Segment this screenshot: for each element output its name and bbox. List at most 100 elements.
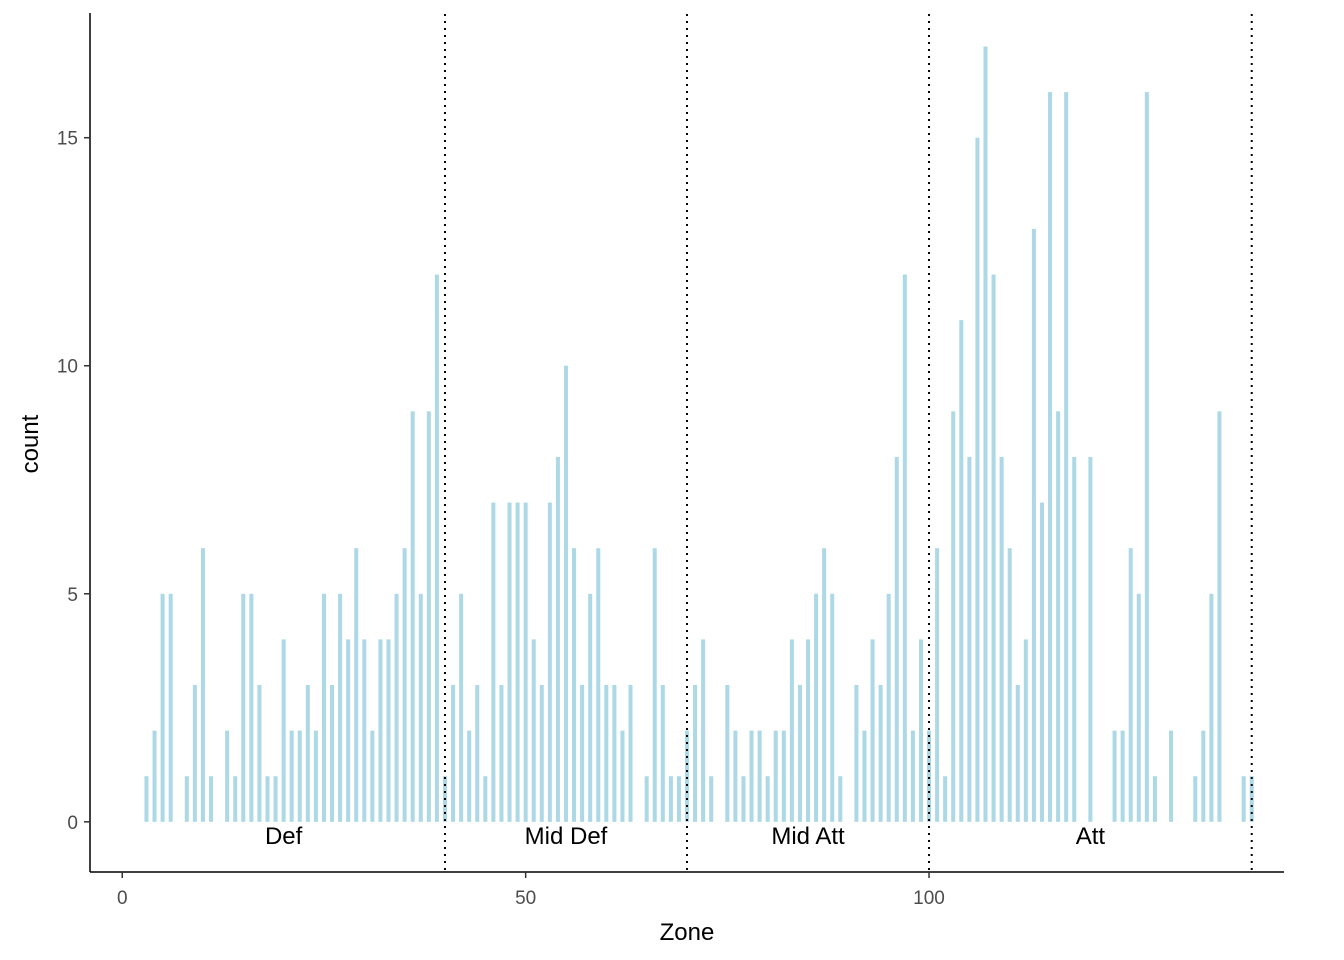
bar: [499, 685, 504, 822]
bar: [321, 593, 326, 822]
bar: [1048, 92, 1053, 822]
bar: [684, 730, 690, 822]
bar: [1007, 548, 1012, 822]
bar: [257, 685, 262, 822]
bar: [951, 411, 956, 822]
bar: [1120, 730, 1125, 822]
bar: [999, 456, 1004, 822]
bar: [539, 685, 544, 822]
bar: [313, 730, 318, 822]
bar: [838, 776, 843, 822]
bar: [459, 593, 464, 822]
bar: [1144, 92, 1149, 822]
bar: [1064, 92, 1069, 822]
bar: [200, 548, 205, 822]
bar: [741, 776, 746, 822]
x-tick-label: 50: [515, 888, 536, 909]
bar: [1015, 685, 1020, 822]
bar: [1193, 776, 1198, 822]
bar: [773, 730, 778, 822]
bar: [814, 593, 819, 822]
bar: [910, 730, 915, 822]
bar: [152, 730, 157, 822]
x-tick-label: 100: [913, 888, 945, 909]
bar: [1072, 456, 1077, 822]
bar: [515, 502, 520, 822]
bar: [208, 776, 214, 822]
zone-label: Mid Def: [525, 823, 608, 850]
bar: [1088, 456, 1093, 822]
bar: [870, 639, 875, 822]
bar: [475, 685, 480, 822]
bar: [281, 639, 286, 822]
bar: [765, 776, 770, 822]
bar: [983, 46, 988, 822]
bar: [547, 502, 552, 822]
bar: [386, 639, 391, 822]
bar: [1023, 639, 1028, 822]
bar: [491, 502, 496, 822]
bar: [854, 685, 859, 822]
bar: [781, 730, 786, 822]
bar: [749, 730, 754, 822]
bar: [273, 776, 278, 822]
bar: [563, 365, 569, 822]
bar: [902, 274, 907, 822]
bar: [572, 548, 577, 822]
y-axis-title: count: [17, 414, 44, 473]
bar: [1112, 730, 1117, 822]
bar: [943, 776, 948, 822]
bar: [378, 639, 383, 822]
bar: [918, 639, 923, 822]
y-tick-label: 15: [57, 129, 78, 150]
bar: [1217, 411, 1222, 822]
bar: [620, 730, 625, 822]
bar: [797, 685, 802, 822]
bar: [604, 685, 609, 822]
bar: [668, 776, 673, 822]
bar: [757, 730, 762, 822]
bar: [354, 548, 359, 822]
bar: [701, 639, 706, 822]
bar: [426, 411, 431, 822]
bar: [822, 548, 827, 822]
bar: [805, 639, 811, 822]
bar: [588, 593, 593, 822]
y-axis-ticks: 0 5 10 15: [57, 129, 90, 834]
bar: [935, 548, 940, 822]
bar: [265, 776, 270, 822]
x-axis-title: Zone: [660, 919, 715, 946]
bar: [241, 593, 246, 822]
bar: [289, 730, 294, 822]
bar: [1128, 548, 1133, 822]
bar: [975, 137, 980, 822]
bar: [192, 685, 197, 822]
bar: [305, 685, 310, 822]
bar: [927, 730, 932, 822]
bar: [886, 593, 891, 822]
x-tick-label: 0: [117, 888, 128, 909]
bar: [676, 776, 681, 822]
bar: [580, 685, 585, 822]
bar: [1152, 776, 1157, 822]
bar: [346, 639, 351, 822]
zone-boundary-lines: [443, 14, 1253, 872]
bar: [362, 639, 367, 822]
bar: [394, 593, 399, 822]
bar: [297, 730, 302, 822]
bar: [507, 502, 512, 822]
bar: [652, 548, 657, 822]
bar: [959, 320, 964, 822]
bar: [709, 776, 714, 822]
zone-label: Att: [1076, 823, 1106, 850]
bar: [338, 593, 343, 822]
y-tick-label: 5: [67, 585, 78, 606]
bar: [894, 456, 899, 822]
bar: [370, 730, 375, 822]
y-tick-label: 0: [67, 813, 78, 834]
bar: [878, 685, 883, 822]
bar: [596, 548, 601, 822]
bar: [410, 411, 415, 822]
bar: [1169, 730, 1174, 822]
bar: [225, 730, 230, 822]
